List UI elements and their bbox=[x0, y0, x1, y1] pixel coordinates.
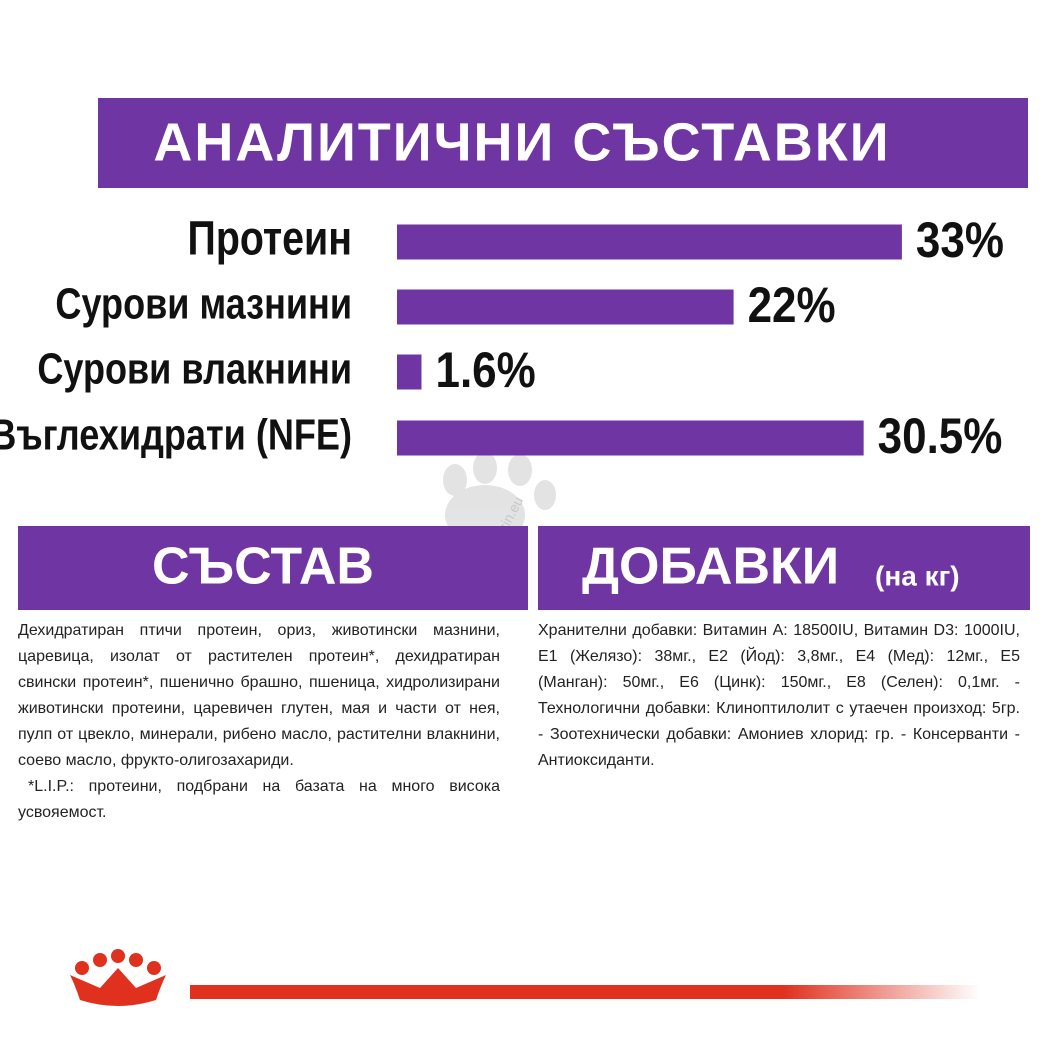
composition-text: Дехидратиран птичи протеин, ориз, животи… bbox=[18, 618, 500, 826]
bar bbox=[397, 224, 902, 260]
value-label: 1.6% bbox=[435, 342, 535, 398]
title-banner bbox=[98, 98, 1028, 188]
section-banner bbox=[538, 526, 1030, 610]
value-label: 22% bbox=[748, 277, 836, 333]
paragraph: *L.I.P.: протеини, подбрани на базата на… bbox=[18, 778, 500, 821]
section-title: СЪСТАВ bbox=[152, 538, 374, 596]
bar bbox=[397, 420, 864, 456]
section-unit: (на кг) bbox=[875, 560, 960, 591]
section-banner bbox=[18, 526, 528, 610]
bar bbox=[397, 289, 734, 325]
paragraph: Хранителни добавки: Витамин А: 18500IU, … bbox=[538, 622, 1020, 769]
paragraph: Дехидратиран птичи протеин, ориз, животи… bbox=[18, 622, 500, 769]
section-title: ДОБАВКИ bbox=[582, 538, 839, 596]
bar-label: Протеин bbox=[188, 212, 352, 266]
footer-line bbox=[190, 985, 980, 999]
logo bbox=[70, 949, 166, 1006]
value-label: 30.5% bbox=[878, 408, 1003, 464]
bar-label: Сурови влакнини bbox=[37, 344, 352, 393]
bar-label: Въглехидрати (NFE) bbox=[0, 410, 352, 459]
bar-label: Сурови мазнини bbox=[55, 279, 352, 328]
value-label: 33% bbox=[916, 212, 1004, 268]
bar bbox=[397, 354, 422, 390]
additives-text: Хранителни добавки: Витамин А: 18500IU, … bbox=[538, 618, 1020, 774]
title: АНАЛИТИЧНИ СЪСТАВКИ bbox=[153, 112, 890, 172]
